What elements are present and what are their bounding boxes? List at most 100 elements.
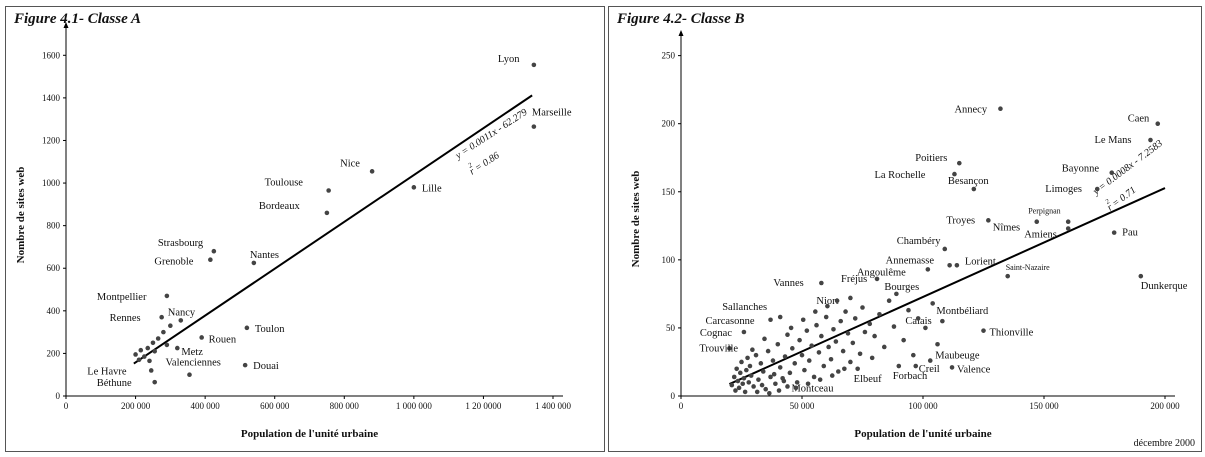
data-point — [767, 390, 772, 396]
y-tick-label: 100 — [662, 255, 676, 265]
point-label: Saint-Nazaire — [1006, 263, 1050, 272]
point-label: Montbéliard — [936, 306, 989, 317]
data-point — [736, 385, 742, 391]
x-tick-label: 200 000 — [121, 401, 151, 411]
point-label: Annecy — [954, 105, 987, 116]
point-label: Limoges — [1045, 184, 1082, 195]
city-point — [1111, 230, 1117, 235]
city-point — [947, 262, 952, 268]
city-point — [152, 379, 158, 385]
x-tick-label: 600 000 — [260, 401, 290, 411]
point-label: Vannes — [773, 278, 803, 289]
data-point — [793, 385, 799, 391]
data-point — [133, 352, 138, 357]
scatter-plot-classe-a: 0 200 000 400 000 600 000 800 000 1 000 000 1 … — [15, 22, 572, 440]
point-label: Bayonne — [1062, 164, 1100, 175]
data-point — [852, 316, 858, 321]
y-tick-label: 150 — [662, 187, 676, 197]
y-axis-arrowhead — [63, 22, 69, 28]
data-point — [745, 355, 750, 361]
y-tick-label: 200 — [47, 348, 61, 358]
city-point — [208, 257, 213, 263]
city-point — [199, 335, 204, 340]
city-point — [1065, 226, 1071, 231]
city-point — [855, 366, 860, 372]
data-point — [750, 347, 755, 353]
y-tick-label: 50 — [666, 323, 676, 333]
point-label: Valenciennes — [165, 358, 220, 369]
data-point — [867, 321, 873, 327]
x-axis-title: Population de l'unité urbaine — [854, 428, 991, 440]
data-point — [155, 336, 161, 341]
city-point — [942, 246, 948, 252]
data-point — [816, 350, 822, 355]
data-point — [754, 389, 760, 395]
data-point — [781, 378, 787, 384]
data-point — [891, 324, 897, 329]
city-point — [411, 185, 417, 190]
y-tick-label: 0 — [671, 391, 676, 401]
data-point — [164, 342, 170, 348]
scatter-plot-classe-b: 0 50 000 100 000 150 000 200 000 0 50 100 150 200… — [630, 30, 1188, 440]
data-point — [168, 323, 173, 329]
data-point — [831, 326, 836, 332]
y-tick-label: 0 — [56, 391, 61, 401]
x-axis-title: Population de l'unité urbaine — [241, 428, 378, 440]
city-point — [211, 248, 217, 254]
data-point — [935, 341, 940, 347]
data-point — [817, 377, 823, 382]
regression-r-squared: r = 0.71 — [1105, 185, 1138, 214]
point-label: Béthune — [97, 378, 132, 389]
x-tick-label: 400 000 — [191, 401, 221, 411]
regression-r-squared: r = 0.86 — [468, 150, 502, 177]
point-label: Maubeuge — [935, 351, 980, 362]
data-point — [930, 301, 935, 306]
x-tick-label: 150 000 — [1029, 401, 1059, 411]
data-point — [753, 352, 759, 358]
x-tick-label: 1 20 0000 — [465, 401, 502, 411]
data-point — [877, 312, 882, 317]
data-point — [773, 381, 778, 387]
city-point — [923, 325, 928, 331]
chart-title: Figure 4.1- Classe A — [14, 11, 141, 27]
data-point — [744, 367, 749, 373]
data-point — [881, 344, 887, 350]
y-tick-label: 200 — [662, 119, 676, 129]
data-point — [737, 370, 743, 376]
point-label: Nice — [340, 158, 360, 169]
data-point — [848, 359, 853, 365]
data-point — [819, 333, 824, 339]
city-point — [1148, 137, 1153, 143]
point-label: Forbach — [893, 371, 928, 382]
data-point — [840, 348, 846, 354]
y-tick-label: 400 — [47, 306, 61, 316]
city-point — [178, 318, 184, 323]
city-point — [848, 295, 853, 301]
data-point — [792, 361, 798, 366]
x-tick-label: 1 000 000 — [396, 401, 433, 411]
data-point — [733, 388, 738, 393]
city-point — [894, 291, 899, 297]
chart-title: Figure 4.2- Classe B — [617, 11, 745, 27]
city-point — [874, 276, 880, 282]
data-point — [800, 317, 806, 323]
data-point — [152, 348, 158, 354]
point-label: Rennes — [110, 313, 141, 324]
city-point — [1065, 219, 1071, 225]
point-label: Valence — [957, 364, 991, 375]
point-label: La Rochelle — [874, 170, 925, 181]
data-point — [813, 309, 818, 314]
point-label: Caen — [1128, 114, 1150, 125]
x-tick-label: 200 000 — [1150, 401, 1180, 411]
point-label: Troyes — [946, 215, 975, 226]
city-point — [957, 160, 962, 166]
city-point — [244, 325, 250, 331]
city-point — [159, 314, 164, 320]
city-point — [148, 368, 154, 373]
city-point — [981, 328, 986, 333]
data-point — [785, 332, 790, 338]
data-point — [748, 373, 754, 378]
data-point — [834, 298, 840, 303]
data-point — [821, 363, 827, 369]
data-point — [857, 351, 863, 357]
